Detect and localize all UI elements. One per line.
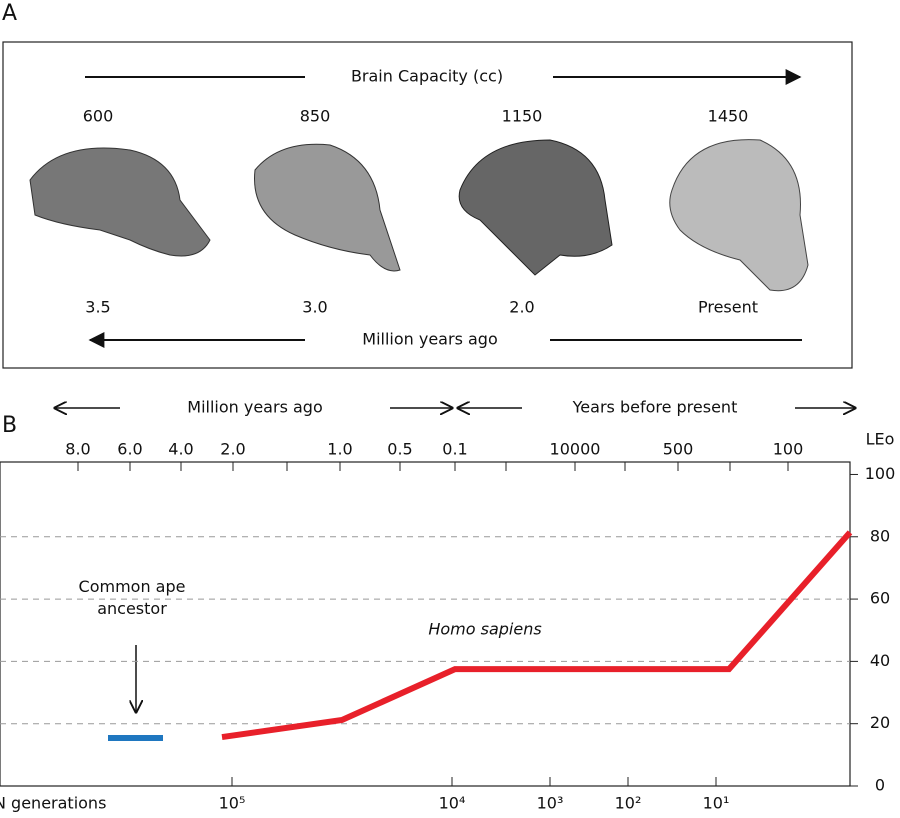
x-tick-label: 100 — [773, 440, 804, 459]
skulls — [29, 139, 809, 292]
age-label: 3.0 — [302, 298, 327, 317]
age-label: 2.0 — [509, 298, 534, 317]
x-axis-label: N generations — [0, 794, 106, 813]
x-tick-label: 2.0 — [220, 440, 245, 459]
plot-frame — [0, 461, 851, 787]
panel-label: A — [2, 1, 17, 26]
panel-label: B — [2, 413, 17, 438]
y-tick-label: 20 — [870, 713, 890, 732]
header-label: Million years ago — [187, 398, 322, 417]
panel-frame — [2, 41, 853, 369]
x-tick-label: 4.0 — [168, 440, 193, 459]
x-tick-label: 0.1 — [442, 440, 467, 459]
capacity-label: 600 — [83, 107, 114, 126]
capacity-label: 1450 — [708, 107, 749, 126]
capacity-label: 850 — [300, 107, 331, 126]
skull — [669, 139, 809, 292]
capacity-label: 1150 — [502, 107, 543, 126]
skull — [458, 139, 613, 276]
age-label: 3.5 — [85, 298, 110, 317]
arrow-label: Million years ago — [362, 330, 497, 349]
y-tick-label: 100 — [865, 464, 896, 483]
annotation: Homo sapiens — [428, 620, 541, 639]
x2-tick-label: 10³ — [537, 794, 564, 813]
y-tick-label: 80 — [870, 526, 890, 545]
x2-tick-label: 10⁵ — [219, 794, 246, 813]
age-label: Present — [698, 298, 758, 317]
x-tick-label: 0.5 — [387, 440, 412, 459]
x-tick-label: 8.0 — [65, 440, 90, 459]
x-tick-label: 6.0 — [117, 440, 142, 459]
y-axis-label: LEo — [866, 430, 895, 449]
annotation: Common ape ancestor — [79, 577, 186, 618]
series-line — [221, 530, 853, 741]
skull — [29, 147, 211, 257]
x-tick-label: 500 — [663, 440, 694, 459]
x-tick-label: 10000 — [550, 440, 601, 459]
y-tick-label: 60 — [870, 589, 890, 608]
x2-tick-label: 10² — [615, 794, 642, 813]
arrow-label: Brain Capacity (cc) — [351, 67, 503, 86]
x2-tick-label: 10⁴ — [439, 794, 466, 813]
header-label: Years before present — [572, 398, 738, 417]
y-tick-label: 0 — [875, 776, 885, 795]
x2-tick-label: 10¹ — [703, 794, 730, 813]
x-tick-label: 1.0 — [327, 440, 352, 459]
y-tick-label: 40 — [870, 651, 890, 670]
skull — [254, 143, 401, 272]
